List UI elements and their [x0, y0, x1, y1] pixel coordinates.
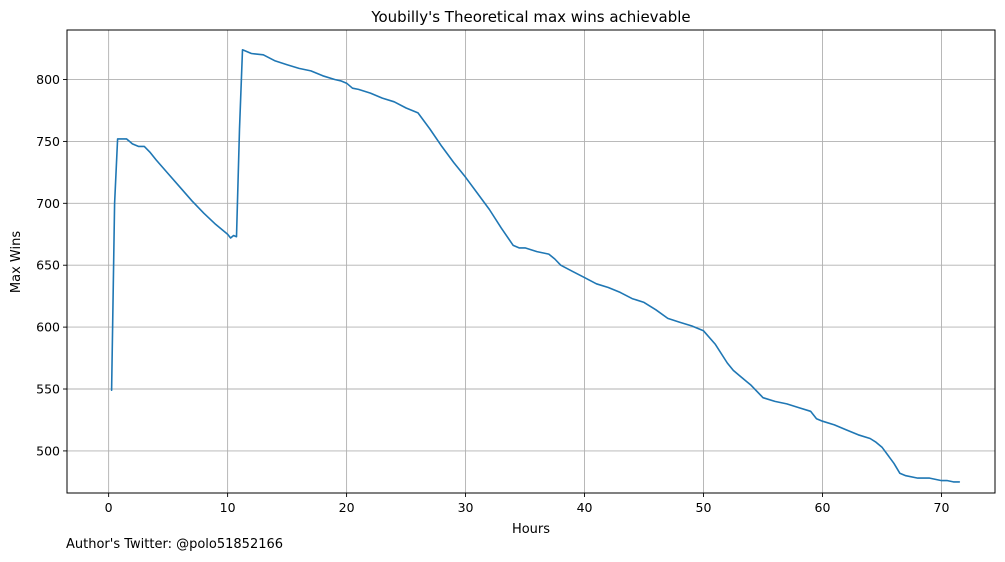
- x-tick-label: 40: [577, 500, 593, 515]
- x-tick-label: 70: [934, 500, 950, 515]
- x-tick-label: 60: [815, 500, 831, 515]
- x-axis-label: Hours: [512, 522, 550, 537]
- y-axis-ticks: 500 550 600 650 700 750 800: [36, 72, 67, 458]
- y-axis-label: Max Wins: [9, 231, 24, 293]
- x-tick-label: 0: [105, 500, 113, 515]
- y-tick-label: 650: [36, 258, 60, 273]
- chart-title: Youbilly's Theoretical max wins achievab…: [370, 8, 690, 26]
- x-tick-label: 50: [696, 500, 712, 515]
- x-tick-label: 20: [339, 500, 355, 515]
- series-layer: [110, 48, 961, 483]
- y-tick-label: 750: [36, 134, 60, 149]
- y-tick-label: 800: [36, 72, 60, 87]
- grid-lines: [67, 30, 995, 493]
- x-tick-label: 10: [220, 500, 236, 515]
- author-credit: Author's Twitter: @polo51852166: [66, 537, 284, 552]
- y-tick-label: 700: [36, 196, 60, 211]
- x-axis-ticks: 0 10 20 30 40 50 60 70: [105, 493, 950, 515]
- plot-frame: [66, 29, 996, 494]
- y-tick-label: 500: [36, 443, 60, 458]
- plot-background: [67, 30, 995, 493]
- y-tick-label: 550: [36, 382, 60, 397]
- series-line: [110, 48, 961, 483]
- x-tick-label: 30: [458, 500, 474, 515]
- y-tick-label: 600: [36, 320, 60, 335]
